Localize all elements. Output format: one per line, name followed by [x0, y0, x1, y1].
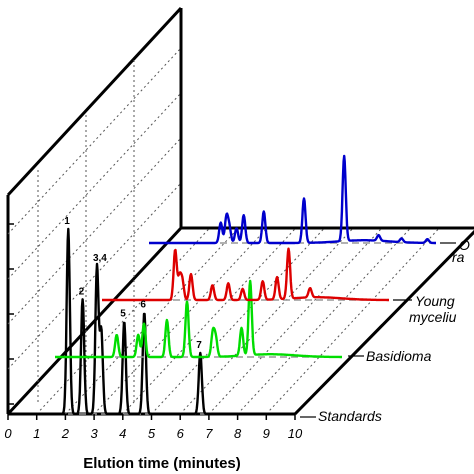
floor-gridline — [151, 227, 325, 415]
series-label-young: Young — [415, 293, 455, 309]
x-tick-label: 10 — [288, 426, 303, 441]
floor-gridline — [93, 227, 268, 415]
x-axis-ticks: 0 1 2 3 4 5 6 7 8 9 10 — [4, 414, 303, 441]
wall-gridline — [7, 137, 182, 325]
x-tick-label: 6 — [177, 426, 185, 441]
peak-label: 5 — [120, 309, 126, 320]
floor-gridline — [122, 227, 297, 415]
floor-gridline — [36, 227, 211, 415]
series-label-standards: Standards — [318, 408, 382, 424]
traces — [7, 154, 437, 416]
wall-gridline — [7, 92, 182, 280]
series-trace-3 — [148, 154, 437, 245]
series-trace-1 — [54, 279, 343, 359]
labels: Elution time (minutes) Standards Basidio… — [64, 216, 470, 472]
floor-gridline — [237, 227, 411, 415]
x-tick-label: 4 — [119, 426, 126, 441]
floor-gridline — [265, 227, 440, 415]
right-depth-edge — [293, 229, 474, 416]
wall-gridline — [7, 182, 182, 370]
floor-gridline — [179, 227, 354, 415]
floor-gridline — [65, 227, 239, 415]
peak-label: 3,4 — [93, 253, 107, 264]
series-label-top-1: O — [459, 237, 470, 253]
series-trace-2 — [101, 247, 390, 302]
peak-label: 1 — [64, 216, 70, 227]
x-axis-title: Elution time (minutes) — [83, 455, 241, 472]
wall-gridline — [7, 47, 182, 235]
top-depth-edge — [6, 6, 183, 197]
series-label-mycelium: myceliu — [409, 309, 457, 325]
x-tick-label: 2 — [61, 426, 70, 441]
x-tick-label: 1 — [33, 426, 40, 441]
x-tick-label: 5 — [148, 426, 156, 441]
peak-label: 7 — [196, 340, 202, 351]
peak-label: 6 — [140, 299, 146, 310]
x-tick-label: 9 — [263, 426, 270, 441]
series-label-top-2: ra — [452, 249, 465, 265]
peak-label: 2 — [79, 286, 85, 297]
x-tick-label: 7 — [205, 426, 213, 441]
series-label-basidioma: Basidioma — [366, 348, 432, 364]
x-tick-label: 3 — [90, 426, 98, 441]
x-tick-label: 8 — [234, 426, 242, 441]
floor-gridline — [208, 227, 383, 415]
x-tick-label: 0 — [4, 426, 12, 441]
